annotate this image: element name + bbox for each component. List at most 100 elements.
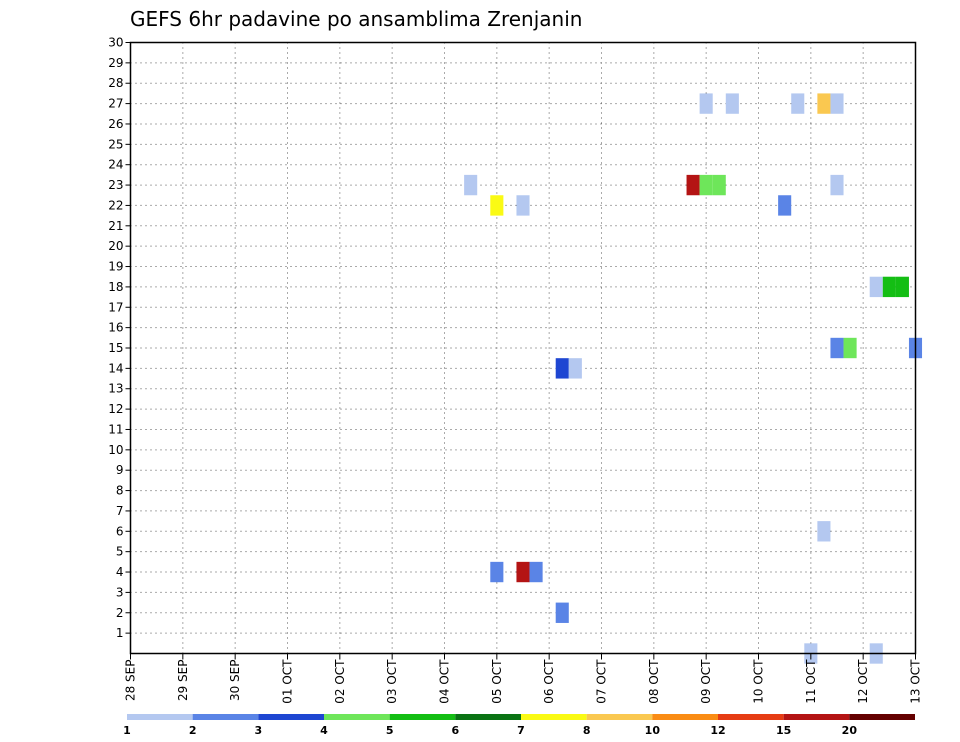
y-tick-label: 25 [108,137,123,151]
y-tick-label: 3 [116,585,124,599]
y-tick-label: 12 [108,402,123,416]
y-tick-label: 27 [108,97,123,111]
heatmap-cell [464,174,478,196]
x-tick-label: 02 OCT [333,659,347,704]
legend-swatch [586,714,653,720]
heatmap-cell [529,561,543,583]
y-tick-label: 23 [108,178,123,192]
heatmap-cell [555,602,569,623]
heatmap-cell [830,93,844,114]
legend-swatch [324,714,390,720]
x-tick-label: 29 SEP [176,660,190,702]
legend-swatch [521,714,587,720]
x-tick-label: 30 SEP [228,660,242,702]
y-tick-label: 8 [116,484,124,498]
heatmap-cell [791,93,805,114]
legend-label: 10 [645,724,661,737]
legend-label: 12 [710,724,725,737]
x-tick-label: 05 OCT [490,659,504,704]
heatmap-cell [699,93,713,114]
legend-label: 1 [123,724,131,737]
heatmap-cell [490,195,504,216]
heatmap-cell [568,358,582,379]
heatmap-cell [778,195,792,216]
legend-swatch [783,714,850,720]
x-axis: 28 SEP 29 SEP 30 SEP 01 OCT 02 OCT 03 OCT 04 O… [124,653,923,704]
y-axis: 1234567891011121314151617181920212223242… [108,36,131,640]
legend-label: 2 [189,724,197,737]
heatmap-cell [699,174,713,196]
x-tick-label: 04 OCT [438,659,452,704]
heatmap-cell [817,93,831,114]
x-tick-label: 12 OCT [856,659,870,704]
legend-swatch [192,714,259,720]
x-tick-label: 10 OCT [752,659,766,704]
y-tick-label: 28 [108,76,123,90]
heatmap-cell [516,195,530,216]
legend-label: 8 [583,724,591,737]
cells [464,93,923,664]
legend-swatch [258,714,324,720]
y-tick-label: 18 [108,280,123,294]
y-tick-label: 2 [116,606,124,620]
y-tick-label: 10 [108,443,123,457]
y-tick-label: 4 [116,565,124,579]
y-tick-label: 16 [108,321,123,335]
x-tick-label: 28 SEP [124,660,138,702]
y-tick-label: 7 [116,504,124,518]
chart-title: GEFS 6hr padavine po ansamblima Zrenjani… [130,7,582,31]
legend-swatch [849,714,915,720]
legend-label: 15 [776,724,791,737]
legend-label: 20 [842,724,858,737]
y-tick-label: 22 [108,198,123,212]
y-tick-label: 11 [108,422,123,436]
x-tick-label: 13 OCT [909,659,923,704]
heatmap-cell [686,174,700,196]
heatmap-cell [817,521,831,542]
legend-swatch [389,714,456,720]
legend-swatch [718,714,784,720]
legend-label: 7 [517,724,525,737]
heatmap-cell [516,561,530,583]
heatmap-cell [712,174,726,196]
legend-swatch [652,714,718,720]
y-tick-label: 29 [108,56,123,70]
y-tick-label: 19 [108,260,123,274]
y-tick-label: 13 [108,382,123,396]
y-tick-label: 15 [108,341,123,355]
legend-swatch [127,714,193,720]
y-tick-label: 14 [108,361,123,375]
y-tick-label: 5 [116,545,124,559]
x-tick-label: 07 OCT [595,659,609,704]
legend-swatch [455,714,521,720]
y-tick-label: 1 [116,626,124,640]
y-tick-label: 9 [116,463,124,477]
heatmap-cell [725,93,739,114]
legend: 1 2 3 4 5 6 7 8 10 12 15 20 [123,714,915,737]
x-tick-label: 08 OCT [647,659,661,704]
y-tick-label: 30 [108,36,123,50]
heatmap-cell [830,337,844,359]
y-tick-label: 21 [108,219,123,233]
x-tick-label: 06 OCT [542,659,556,704]
legend-label: 3 [255,724,263,737]
x-tick-label: 01 OCT [281,659,295,704]
legend-label: 4 [320,724,328,737]
heatmap-cell [555,358,569,379]
heatmap-cell [830,174,844,196]
heatmap-cell [895,276,909,298]
x-tick-label: 03 OCT [385,659,399,704]
y-tick-label: 17 [108,300,123,314]
y-tick-label: 26 [108,117,123,131]
heatmap-cell [490,561,504,583]
y-tick-label: 20 [108,239,123,253]
legend-label: 5 [386,724,394,737]
x-tick-label: 09 OCT [699,659,713,704]
y-tick-label: 24 [108,158,123,172]
y-tick-label: 6 [116,524,124,538]
heatmap-cell [882,276,896,298]
heatmap-cell [869,276,883,298]
x-tick-label: 11 OCT [804,659,818,704]
legend-label: 6 [452,724,460,737]
